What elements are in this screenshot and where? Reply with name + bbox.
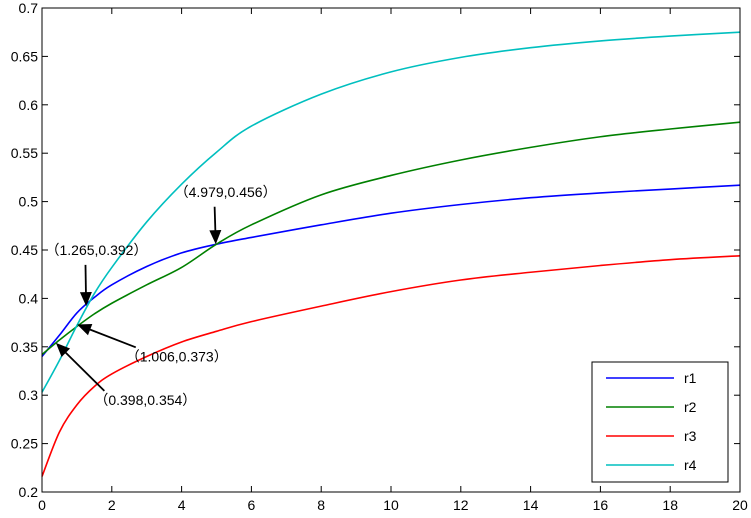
x-tick-label: 8 <box>317 497 325 513</box>
x-tick-label: 4 <box>178 497 186 513</box>
series-line-r4 <box>41 31 741 393</box>
y-tick-label: 0.35 <box>11 339 38 355</box>
annotation-arrow-head <box>79 292 92 307</box>
annotation-label: （1.265,0.392） <box>45 242 147 258</box>
annotation-arrow-line <box>58 345 105 392</box>
legend-label-r1: r1 <box>684 370 697 386</box>
legend: r1 r2 r3 r4 <box>591 361 729 483</box>
y-tick-label: 0.2 <box>19 484 39 500</box>
legend-box <box>591 361 729 483</box>
legend-label-r4: r4 <box>684 457 697 473</box>
legend-label-r2: r2 <box>684 399 697 415</box>
series-line-r2 <box>41 121 741 356</box>
legend-label-r3: r3 <box>684 428 697 444</box>
x-tick-label: 10 <box>383 497 399 513</box>
y-tick-label: 0.3 <box>19 387 39 403</box>
series-line-r1 <box>41 184 741 357</box>
x-tick-label: 0 <box>38 497 46 513</box>
y-tick-label: 0.55 <box>11 145 38 161</box>
series-line-r3 <box>41 255 741 477</box>
x-tick-label: 6 <box>248 497 256 513</box>
annotation-arrow-head <box>77 324 93 336</box>
axis-layer: 0 2 4 6 8 10 12 14 16 18 20 0.2 0.25 0.3 0.35 0.4 0.45 0.… <box>11 0 748 513</box>
y-tick-label: 0.6 <box>19 97 39 113</box>
y-tick-label: 0.5 <box>19 194 39 210</box>
x-tick-label: 16 <box>593 497 609 513</box>
x-tick-label: 18 <box>662 497 678 513</box>
x-tick-label: 14 <box>523 497 539 513</box>
y-tick-label: 0.65 <box>11 48 38 64</box>
y-tick-label: 0.45 <box>11 242 38 258</box>
annotation-label: （0.398,0.354） <box>94 392 196 408</box>
annotation-arrow-head <box>55 342 71 358</box>
series-layer <box>41 31 741 477</box>
annotation-label: （4.979,0.456） <box>175 184 277 200</box>
annotation-label: （1.006,0.373） <box>126 348 228 364</box>
x-tick-label: 2 <box>108 497 116 513</box>
y-tick-label: 0.7 <box>19 0 39 16</box>
x-tick-label: 12 <box>453 497 469 513</box>
y-tick-label: 0.4 <box>19 290 39 306</box>
annotation-arrow-head <box>209 230 222 245</box>
x-tick-label: 20 <box>732 497 748 513</box>
y-tick-label: 0.25 <box>11 436 38 452</box>
annotation-layer: （1.265,0.392） （4.979,0.456） （1.006,0.373） （… <box>45 184 276 408</box>
